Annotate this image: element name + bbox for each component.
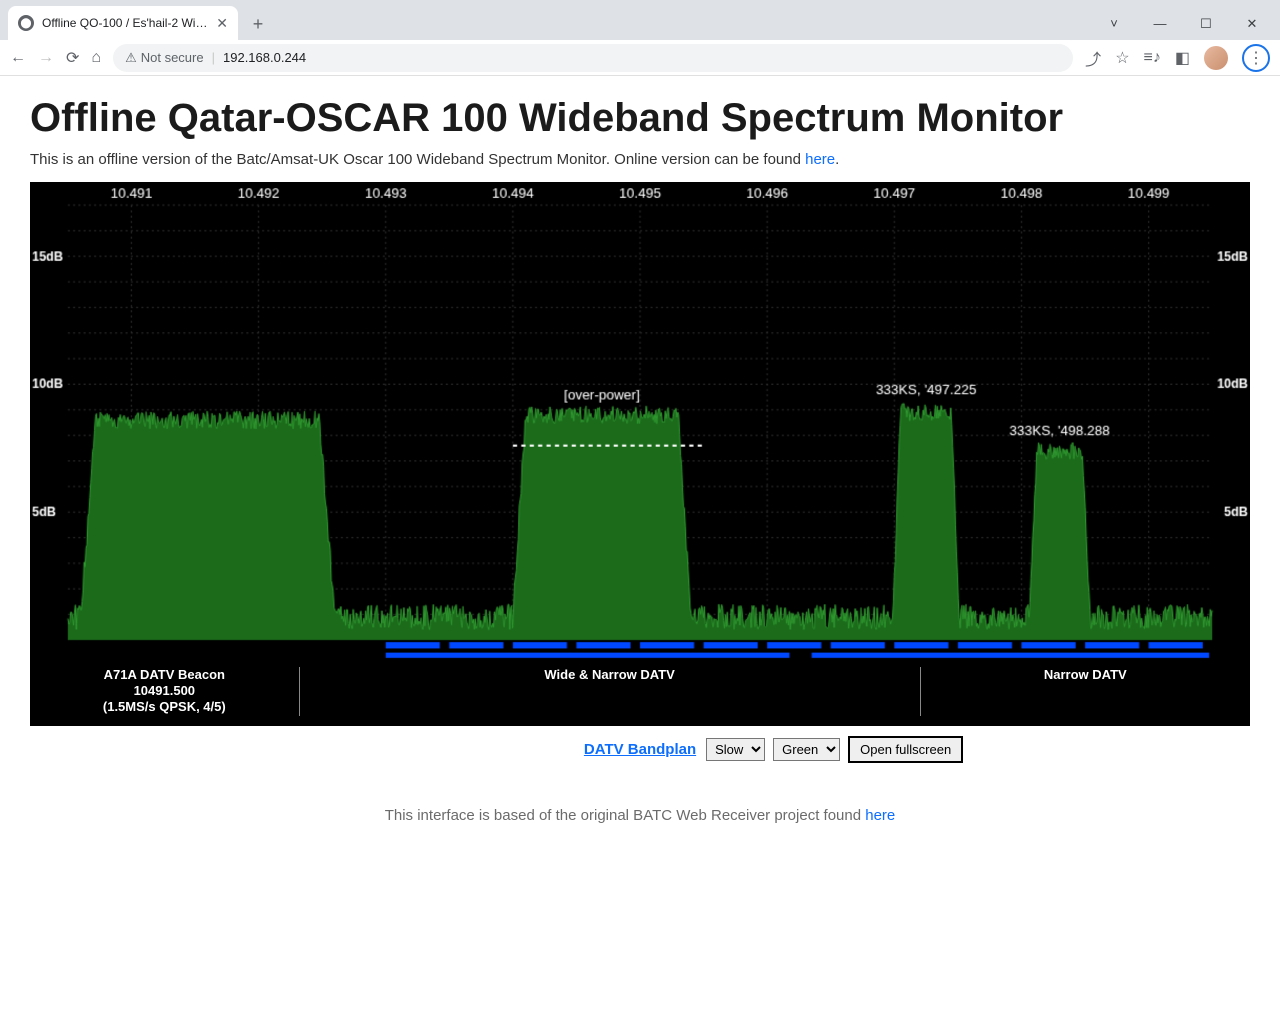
profile-avatar[interactable] <box>1204 46 1228 70</box>
color-select[interactable]: GreenBlueRed <box>773 738 840 761</box>
footer-note: This interface is based of the original … <box>30 807 1250 824</box>
page-subtitle: This is an offline version of the Batc/A… <box>30 151 1250 168</box>
menu-icon[interactable]: ⋮ <box>1242 44 1270 72</box>
home-icon[interactable]: ⌂ <box>91 49 101 67</box>
back-icon[interactable]: ← <box>10 49 26 67</box>
maximize-icon[interactable]: ☐ <box>1192 16 1220 32</box>
minimize-icon[interactable]: ― <box>1146 16 1174 32</box>
url-input[interactable]: ⚠ Not secure | 192.168.0.244 <box>113 44 1073 72</box>
page-title: Offline Qatar-OSCAR 100 Wideband Spectru… <box>30 96 1250 141</box>
close-tab-icon[interactable]: ✕ <box>216 15 228 32</box>
bandplan-section: A71A DATV Beacon10491.500(1.5MS/s QPSK, … <box>30 667 300 716</box>
online-link[interactable]: here <box>805 151 835 168</box>
bandplan-strip: A71A DATV Beacon10491.500(1.5MS/s QPSK, … <box>30 661 1250 726</box>
url-text: 192.168.0.244 <box>223 50 306 65</box>
chevron-down-icon[interactable]: ˅ <box>1100 16 1128 32</box>
reload-icon[interactable]: ⟳ <box>66 48 79 68</box>
browser-tab-strip: ⬤ Offline QO-100 / Es'hail-2 Wideb ✕ + ˅… <box>0 0 1280 40</box>
bookmark-icon[interactable]: ☆ <box>1115 48 1129 68</box>
warning-icon: ⚠ <box>125 50 137 66</box>
security-label: Not secure <box>141 50 204 65</box>
security-badge[interactable]: ⚠ Not secure <box>125 50 204 66</box>
fullscreen-button[interactable]: Open fullscreen <box>848 736 963 763</box>
bandplan-section: Narrow DATV <box>921 667 1250 716</box>
new-tab-button[interactable]: + <box>244 10 272 38</box>
share-icon[interactable]: ⤴ <box>1085 46 1101 70</box>
spectrum-canvas[interactable] <box>30 182 1250 661</box>
browser-tab[interactable]: ⬤ Offline QO-100 / Es'hail-2 Wideb ✕ <box>8 6 238 40</box>
forward-icon: → <box>38 49 54 67</box>
spectrum-monitor: A71A DATV Beacon10491.500(1.5MS/s QPSK, … <box>30 182 1250 726</box>
panel-icon[interactable]: ◧ <box>1175 48 1190 68</box>
reading-list-icon[interactable]: ≡♪ <box>1144 49 1161 67</box>
speed-select[interactable]: SlowFast <box>706 738 765 761</box>
favicon-icon: ⬤ <box>18 15 34 31</box>
address-bar: ← → ⟳ ⌂ ⚠ Not secure | 192.168.0.244 ⤴ ☆… <box>0 40 1280 76</box>
window-controls: ˅ ― ☐ ✕ <box>1100 16 1280 40</box>
close-window-icon[interactable]: ✕ <box>1238 16 1266 32</box>
batc-link[interactable]: here <box>865 807 895 824</box>
bandplan-section: Wide & Narrow DATV <box>300 667 921 716</box>
tab-title: Offline QO-100 / Es'hail-2 Wideb <box>42 16 208 30</box>
datv-bandplan-link[interactable]: DATV Bandplan <box>584 741 696 758</box>
